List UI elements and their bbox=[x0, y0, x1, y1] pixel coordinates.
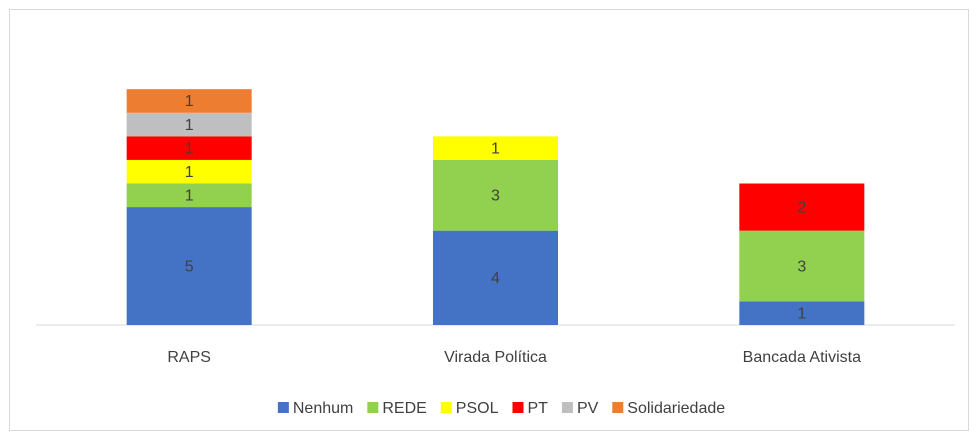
data-label: 1 bbox=[185, 188, 194, 205]
bar-segment bbox=[739, 183, 865, 231]
legend-label: PV bbox=[577, 400, 599, 417]
bar-segment bbox=[739, 230, 865, 302]
data-label: 1 bbox=[185, 164, 194, 181]
bar-segment bbox=[126, 183, 252, 208]
bar-segment bbox=[126, 207, 252, 325]
bar-segment bbox=[433, 136, 558, 160]
data-label: 1 bbox=[797, 305, 806, 322]
bar-segment bbox=[126, 136, 252, 160]
data-label: 1 bbox=[185, 140, 194, 157]
x-tick-label: Bancada Ativista bbox=[743, 349, 861, 366]
legend-label: PT bbox=[527, 400, 548, 417]
data-label: 4 bbox=[491, 270, 500, 287]
x-tick-label: Virada Política bbox=[444, 349, 547, 366]
bar-segment bbox=[739, 301, 865, 325]
legend-label: Nenhum bbox=[293, 400, 353, 417]
data-label: 3 bbox=[797, 258, 806, 275]
data-label: 2 bbox=[797, 199, 806, 216]
bar-segment bbox=[126, 89, 252, 113]
bar-segment bbox=[126, 159, 252, 184]
data-label: 5 bbox=[185, 258, 194, 275]
bar-segment bbox=[433, 159, 558, 231]
legend-swatch bbox=[440, 402, 452, 413]
legend-swatch bbox=[512, 402, 524, 413]
x-tick-label: RAPS bbox=[167, 349, 211, 366]
legend-label: PSOL bbox=[456, 400, 499, 417]
legend-swatch bbox=[277, 402, 289, 413]
legend-label: Solidariedade bbox=[627, 400, 725, 417]
bar-segment bbox=[433, 230, 558, 325]
legend-swatch bbox=[367, 402, 379, 413]
legend-label: REDE bbox=[382, 400, 426, 417]
data-label: 1 bbox=[491, 140, 500, 157]
bar-segment bbox=[126, 112, 252, 137]
data-label: 1 bbox=[185, 117, 194, 134]
legend-swatch bbox=[561, 402, 573, 413]
data-label: 3 bbox=[491, 188, 500, 205]
data-label: 1 bbox=[185, 93, 194, 110]
legend-swatch bbox=[612, 402, 624, 413]
